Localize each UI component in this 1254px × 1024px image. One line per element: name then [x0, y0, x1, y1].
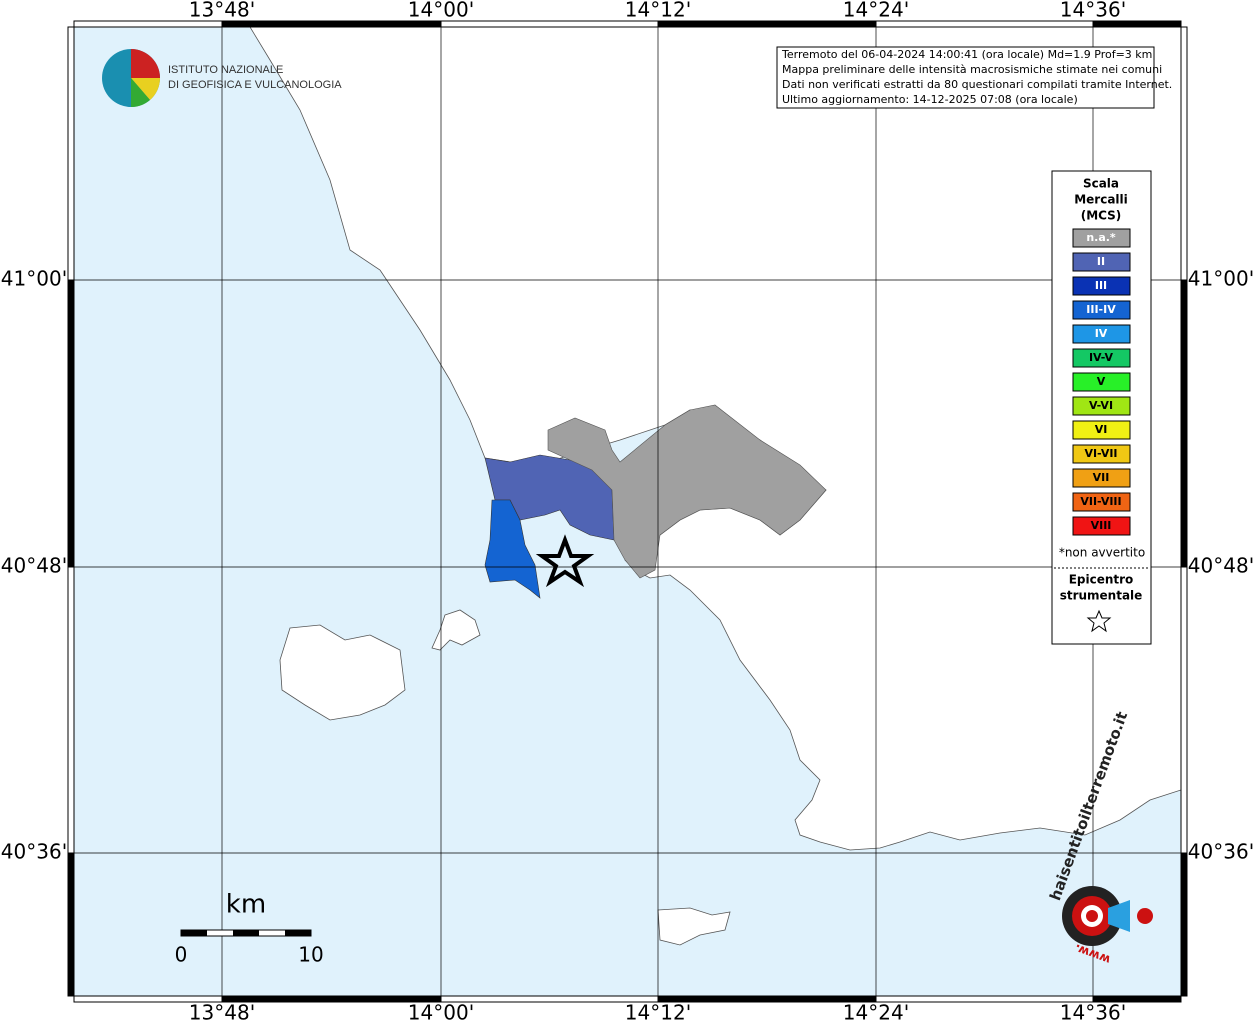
border-bar: [73, 20, 223, 28]
ischia: [279, 624, 406, 721]
longitude-label: 14°36': [1060, 0, 1126, 22]
border-bar: [1092, 20, 1182, 28]
legend: ScalaMercalli(MCS)n.a.*IIIIIIII-IVIVIV-V…: [1051, 170, 1152, 645]
latitude-label: 40°36': [1188, 840, 1254, 864]
latitude-label: 40°36': [1, 840, 67, 864]
legend-label: VI-VII: [1084, 447, 1117, 460]
border-bar: [657, 20, 877, 28]
region-iii-iv: [484, 499, 541, 599]
legend-label: VII: [1093, 471, 1110, 484]
epicenter-star: [535, 534, 595, 588]
region-na: [547, 404, 827, 579]
legend-label: VI: [1095, 423, 1108, 436]
latitude-label: 41°00': [1188, 267, 1254, 291]
longitude-label: 14°36': [1060, 1001, 1126, 1024]
info-line: Terremoto del 06-04-2024 14:00:41 (ora l…: [781, 48, 1152, 61]
legend-label: III-IV: [1086, 303, 1116, 316]
legend-swatch: [1072, 276, 1131, 296]
longitude-label: 14°00': [408, 0, 474, 22]
latitude-label: 40°48': [1188, 554, 1254, 578]
legend-swatch: [1072, 228, 1131, 248]
border-bar: [440, 20, 659, 28]
scale-label: 10: [298, 943, 323, 967]
border-bar: [1180, 26, 1188, 281]
legend-label: VII-VIII: [1080, 495, 1121, 508]
legend-swatch: [1072, 396, 1131, 416]
border-bar: [875, 20, 1094, 28]
longitude-label: 14°12': [625, 0, 691, 22]
longitude-label: 14°24': [843, 1001, 909, 1024]
legend-swatch: [1072, 252, 1131, 272]
legend-label: III: [1095, 279, 1107, 292]
border-bar: [67, 279, 75, 568]
longitude-label: 13°48': [189, 0, 255, 22]
legend-swatch: [1072, 348, 1131, 368]
longitude-label: 14°12': [625, 1001, 691, 1024]
capri: [657, 907, 731, 946]
latitude-label: 41°00': [1, 267, 67, 291]
scale-bar: km 0 10: [175, 890, 324, 967]
ingv-logo: ISTITUTO NAZIONALE DI GEOFISICA E VULCAN…: [102, 49, 342, 108]
scale-label: 0: [175, 943, 188, 967]
procida: [431, 609, 481, 651]
legend-swatch: [1072, 516, 1131, 536]
latitude-label: 40°48': [1, 554, 67, 578]
border-bar: [67, 26, 75, 281]
scale-unit: km: [226, 890, 266, 920]
legend-swatch: [1072, 468, 1131, 488]
legend-note: *non avvertito: [1059, 546, 1145, 560]
legend-epicenter: strumentale: [1060, 589, 1143, 603]
legend-label: IV-V: [1089, 351, 1114, 364]
frame: [73, 26, 1182, 997]
border-bar: [67, 566, 75, 854]
legend-swatch: [1072, 300, 1131, 320]
legend-label: n.a.*: [1086, 231, 1116, 244]
border-bar: [221, 20, 442, 28]
legend-label: V-VI: [1089, 399, 1113, 412]
legend-swatch: [1072, 444, 1131, 464]
legend-swatch: [1072, 324, 1131, 344]
legend-swatch: [1072, 372, 1131, 392]
logo-line1: ISTITUTO NAZIONALE: [168, 64, 283, 76]
legend-title: Mercalli: [1074, 193, 1128, 207]
longitude-label: 14°24': [843, 0, 909, 22]
legend-title: (MCS): [1081, 209, 1122, 223]
border-bar: [1180, 279, 1188, 568]
border-bar: [67, 852, 75, 997]
border-bar: [1180, 852, 1188, 997]
logo-line2: DI GEOFISICA E VULCANOLOGIA: [168, 79, 342, 91]
legend-epicenter: Epicentro: [1069, 573, 1134, 587]
longitude-label: 14°00': [408, 1001, 474, 1024]
longitude-label: 13°48': [189, 1001, 255, 1024]
info-box: Terremoto del 06-04-2024 14:00:41 (ora l…: [776, 46, 1172, 109]
legend-label: VIII: [1091, 519, 1112, 532]
info-line: Mappa preliminare delle intensità macros…: [782, 63, 1162, 76]
legend-label: V: [1097, 375, 1106, 388]
legend-swatch: [1072, 492, 1131, 512]
info-line: Dati non verificati estratti da 80 quest…: [782, 78, 1172, 91]
legend-label: IV: [1095, 327, 1108, 340]
legend-title: Scala: [1083, 177, 1119, 191]
legend-swatch: [1072, 420, 1131, 440]
info-line: Ultimo aggiornamento: 14-12-2025 07:08 (…: [782, 93, 1078, 106]
border-bar: [1180, 566, 1188, 854]
legend-label: II: [1097, 255, 1105, 268]
